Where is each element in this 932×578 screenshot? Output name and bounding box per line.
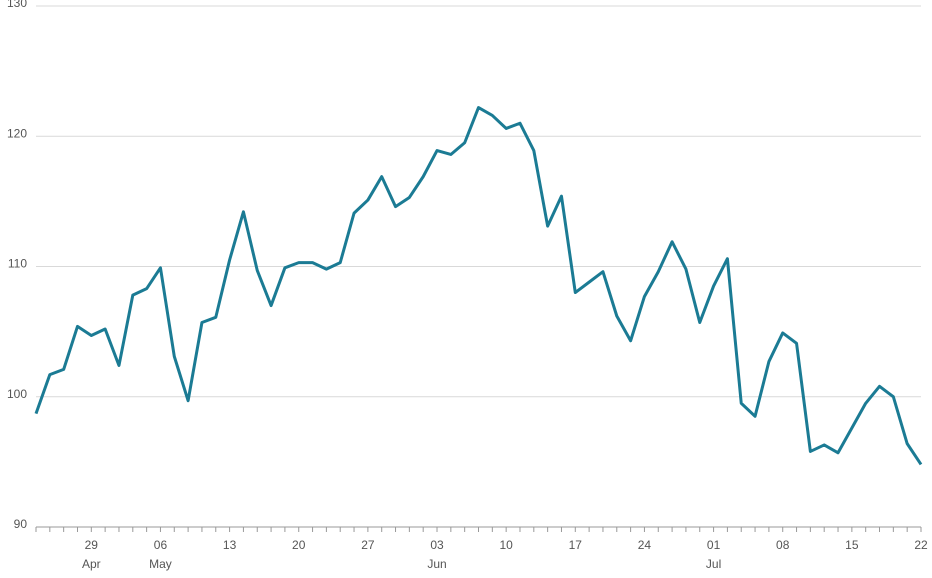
x-tick-label: 06 [154,538,168,552]
x-month-label: Jul [706,557,721,571]
x-tick-label: 24 [638,538,652,552]
x-tick-label: 22 [914,538,928,552]
x-month-label: Jun [427,557,446,571]
x-tick-label: 03 [430,538,444,552]
x-tick-label: 01 [707,538,721,552]
line [34,106,923,466]
y-tick-label: 120 [7,126,27,140]
x-tick-label: 10 [499,538,513,552]
x-tick-label: 08 [776,538,790,552]
y-tick-label: 100 [7,387,27,401]
x-month-label: Apr [82,557,101,571]
x-tick-label: 27 [361,538,375,552]
y-tick-label: 90 [14,517,28,531]
x-tick-label: 15 [845,538,859,552]
x-tick-label: 20 [292,538,306,552]
x-tick-label: 17 [569,538,583,552]
x-tick-label: 13 [223,538,237,552]
x-tick-label: 29 [85,538,99,552]
y-tick-label: 110 [8,257,27,271]
y-tick-label: 130 [7,0,27,10]
x-month-label: May [149,557,172,571]
